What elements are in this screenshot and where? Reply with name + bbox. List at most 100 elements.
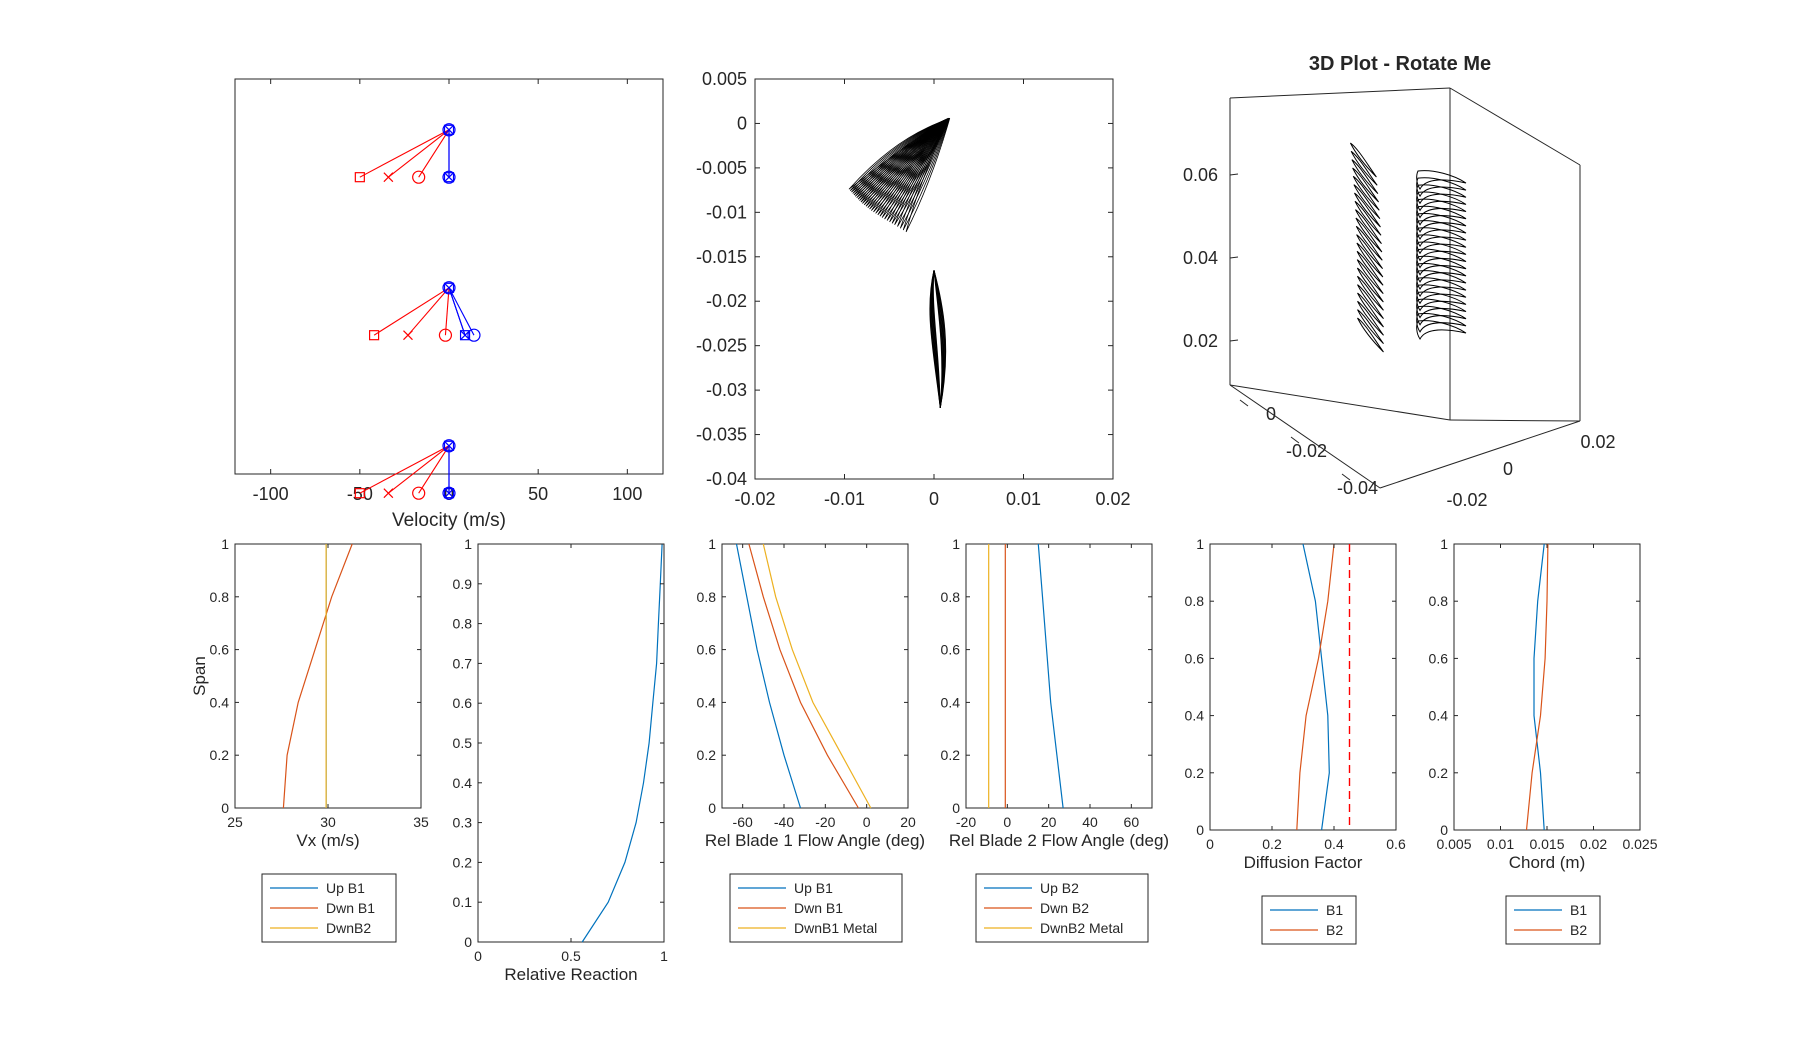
- legend-entry: B2: [1326, 922, 1343, 938]
- blade2-3d-section: [1416, 291, 1467, 312]
- y-tick-label: 0.6: [453, 695, 473, 711]
- x-tick-label: 0: [929, 489, 939, 509]
- blade2-3d-section: [1416, 241, 1467, 262]
- y-tick-label: 0.2: [697, 747, 717, 763]
- blade2-3d-section: [1416, 198, 1467, 219]
- x-tick-label: 0.015: [1529, 836, 1564, 852]
- y-tick-label: 0.6: [941, 642, 961, 658]
- x-tick-label: 0: [474, 948, 482, 964]
- legend-entry: Dwn B2: [1040, 900, 1089, 916]
- y-tick-label: 0.6: [210, 642, 230, 658]
- legend-entry: DwnB2: [326, 920, 371, 936]
- y-tick-label: 0.4: [1185, 708, 1205, 724]
- y-tick-label: -0.02: [1446, 490, 1487, 510]
- legend-entry: Up B1: [794, 880, 833, 896]
- axis-edge: [1379, 420, 1581, 489]
- legend: Up B2 Dwn B2 DwnB2 Metal: [975, 873, 1149, 943]
- x-tick-mark: [1239, 399, 1249, 407]
- blade2-3d-section: [1416, 277, 1467, 298]
- blade1-3d-section: [1352, 167, 1380, 203]
- velocity-origin-marker: [442, 123, 456, 137]
- blade2-3d-section: [1416, 248, 1467, 269]
- y-tick-label: -0.005: [696, 158, 747, 178]
- axis-edge: [1449, 87, 1581, 166]
- series-line: [1296, 543, 1335, 831]
- axis-edge: [1229, 384, 1381, 489]
- x-tick-label: 0.02: [1580, 836, 1607, 852]
- y-tick-label: 1: [1196, 536, 1204, 552]
- y-tick-label: 1: [221, 536, 229, 552]
- x-tick-label: -40: [774, 814, 794, 830]
- y-tick-label: 0: [1196, 822, 1204, 838]
- x-tick-label: 0.5: [561, 948, 581, 964]
- legend-entry: Dwn B1: [794, 900, 843, 916]
- y-tick-label: 0: [1440, 822, 1448, 838]
- x-tick-label: 0.02: [1095, 489, 1130, 509]
- x-tick-label: -0.02: [734, 489, 775, 509]
- x-axis-label: Vx (m/s): [296, 831, 359, 850]
- x-axis-label: Rel Blade 2 Flow Angle (deg): [949, 831, 1169, 850]
- velocity-origin-marker: [444, 440, 454, 451]
- y-tick-label: 0.3: [453, 815, 473, 831]
- blade2-3d-section: [1416, 270, 1467, 290]
- reaction_span-axes: 0 0.5 1 0 0.1 0.2 0.3 0.4 0.5 0.6 0.7 0.8 0.9 1 Relati…: [453, 536, 669, 984]
- x-tick-label: 30: [320, 814, 336, 830]
- y-tick-label: 0.8: [1429, 593, 1449, 609]
- velocity-origin-marker: [443, 440, 455, 451]
- blade2-3d-section: [1416, 305, 1467, 326]
- velocity-origin-marker: [442, 439, 456, 453]
- x-tick-label: 100: [612, 484, 642, 504]
- velocity-marker-cross: [444, 172, 454, 183]
- x-tick-label: 0: [863, 814, 871, 830]
- x-axis-label: Relative Reaction: [504, 965, 637, 984]
- y-tick-label: 1: [952, 536, 960, 552]
- blade1-3d-section: [1355, 217, 1383, 253]
- blade2-3d-section: [1416, 205, 1467, 226]
- legend: Up B1 Dwn B1 DwnB1 Metal: [729, 873, 903, 943]
- y-tick-label: 0.1: [453, 894, 473, 910]
- velocity-vector-relative: [388, 129, 450, 178]
- velocity-marker-circle: [442, 486, 456, 500]
- x-tick-label: -0.01: [824, 489, 865, 509]
- y-axis-label: Span: [190, 656, 209, 696]
- y-tick-label: 0.8: [453, 616, 473, 632]
- z-tick-mark: [1229, 173, 1239, 176]
- chart-title: 3D Plot - Rotate Me: [1309, 53, 1491, 75]
- plot-3d-axes: 3D Plot - Rotate Me 0.06 0.04 0.02 0 -0.02 -0.…: [1183, 53, 1616, 510]
- y-tick-label: 0.8: [697, 589, 717, 605]
- legend-box: [1505, 895, 1601, 945]
- velocity-marker-circle: [438, 328, 453, 342]
- blade2-3d-section: [1416, 177, 1467, 198]
- series-line: [1525, 543, 1549, 831]
- x-tick-label: -60: [733, 814, 753, 830]
- blade1-3d-section: [1350, 150, 1378, 186]
- blade-sections-axes: -0.02 -0.01 0 0.01 0.02 0.005 0 -0.005 -0.01 -0.0…: [696, 69, 1131, 509]
- blade1-3d-section: [1357, 284, 1384, 320]
- velocity-marker-circle: [412, 486, 426, 500]
- velocity-marker-cross: [444, 488, 454, 499]
- x-tick-label: 0.025: [1622, 836, 1657, 852]
- legend-entry: B1: [1326, 902, 1343, 918]
- x-tick-label: -0.02: [1286, 441, 1327, 461]
- x-tick-label: -100: [253, 484, 289, 504]
- velocity-marker-cross: [460, 330, 470, 341]
- y-tick-label: 1: [1440, 536, 1448, 552]
- series-line: [1533, 543, 1545, 831]
- y-tick-label: -0.02: [706, 291, 747, 311]
- y-tick-label: -0.035: [696, 425, 747, 445]
- blade2-3d-section: [1416, 220, 1467, 240]
- x-tick-mark: [1290, 436, 1300, 444]
- blade2-3d-section: [1416, 298, 1467, 319]
- y-tick-label: 0.4: [453, 775, 473, 791]
- x-tick-label: 60: [1124, 814, 1140, 830]
- velocity-vector-relative: [418, 445, 450, 494]
- x-tick-label: 1: [660, 948, 668, 964]
- y-tick-label: 0: [708, 800, 716, 816]
- x-tick-label: 40: [1082, 814, 1098, 830]
- z-tick-mark: [1229, 256, 1239, 259]
- series-line: [762, 543, 872, 809]
- y-tick-label: 0.4: [210, 694, 230, 710]
